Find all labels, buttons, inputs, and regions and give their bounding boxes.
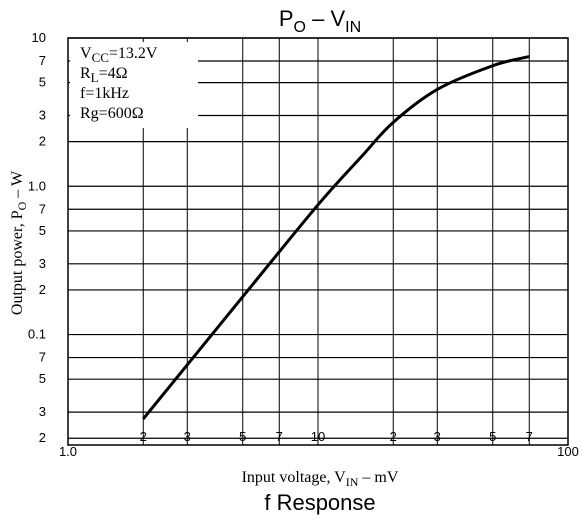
annotation-part: Rg=600Ω <box>80 105 144 122</box>
annotation-part: V <box>80 45 92 62</box>
chart-title: PO – VIN <box>279 6 361 36</box>
annotation: f=1kHz <box>80 85 129 102</box>
annotation-part: R <box>80 65 91 82</box>
y-tick-label: 2 <box>39 282 46 297</box>
x-tick-label: 7 <box>276 429 283 444</box>
label-part: Input voltage, V <box>242 469 347 486</box>
x-tick-label: 5 <box>489 429 496 444</box>
curve <box>142 55 530 420</box>
annotation: RL=4Ω <box>80 65 128 85</box>
y-tick-label: 5 <box>39 75 46 90</box>
annotation-part: =13.2V <box>109 45 158 62</box>
x-axis-label: Input voltage, VIN – mV <box>242 469 399 489</box>
y-tick-label: 7 <box>39 350 46 365</box>
title-sub: O <box>294 19 306 36</box>
subtitle: f Response <box>264 490 375 515</box>
y-tick-label: 2 <box>39 430 46 445</box>
label-part: – W <box>9 170 26 202</box>
title-sub: IN <box>345 19 361 36</box>
x-tick-label: 3 <box>184 429 191 444</box>
y-tick-label: 0.1 <box>28 327 46 342</box>
title-part: P <box>279 6 294 31</box>
x-tick-label: 100 <box>557 444 579 459</box>
x-tick-label: 7 <box>526 429 533 444</box>
annotation-part: =4Ω <box>99 65 128 82</box>
annotation-box <box>70 42 198 128</box>
annotation-part: f=1kHz <box>80 85 129 102</box>
annotation: Rg=600Ω <box>80 105 144 122</box>
x-tick-label: 5 <box>239 429 246 444</box>
y-tick-label: 3 <box>39 256 46 271</box>
label-sub: IN <box>346 475 359 489</box>
annotation-sub: L <box>91 70 99 85</box>
x-tick-label: 10 <box>311 429 325 444</box>
y-tick-label: 5 <box>39 371 46 386</box>
y-tick-label: 2 <box>39 134 46 149</box>
x-tick-label: 3 <box>434 429 441 444</box>
plot-frame <box>67 37 569 446</box>
y-tick-label: 7 <box>39 53 46 68</box>
y-tick-label: 3 <box>39 404 46 419</box>
annotation: VCC=13.2V <box>80 45 158 65</box>
label-part: – mV <box>358 469 398 486</box>
label-part: Output power, P <box>9 210 26 315</box>
x-tick-label: 2 <box>140 429 147 444</box>
y-tick-label: 5 <box>39 223 46 238</box>
label-sub: O <box>15 201 29 210</box>
annotation-sub: CC <box>92 50 109 65</box>
y-tick-label: 3 <box>39 108 46 123</box>
y-tick-label: 1.0 <box>28 178 46 193</box>
y-tick-label: 7 <box>39 201 46 216</box>
y-tick-label: 10 <box>32 30 46 45</box>
y-axis-label: Output power, PO – W <box>9 170 29 315</box>
x-tick-label: 2 <box>390 429 397 444</box>
x-tick-label: 1.0 <box>59 444 77 459</box>
title-part: – V <box>306 6 345 31</box>
